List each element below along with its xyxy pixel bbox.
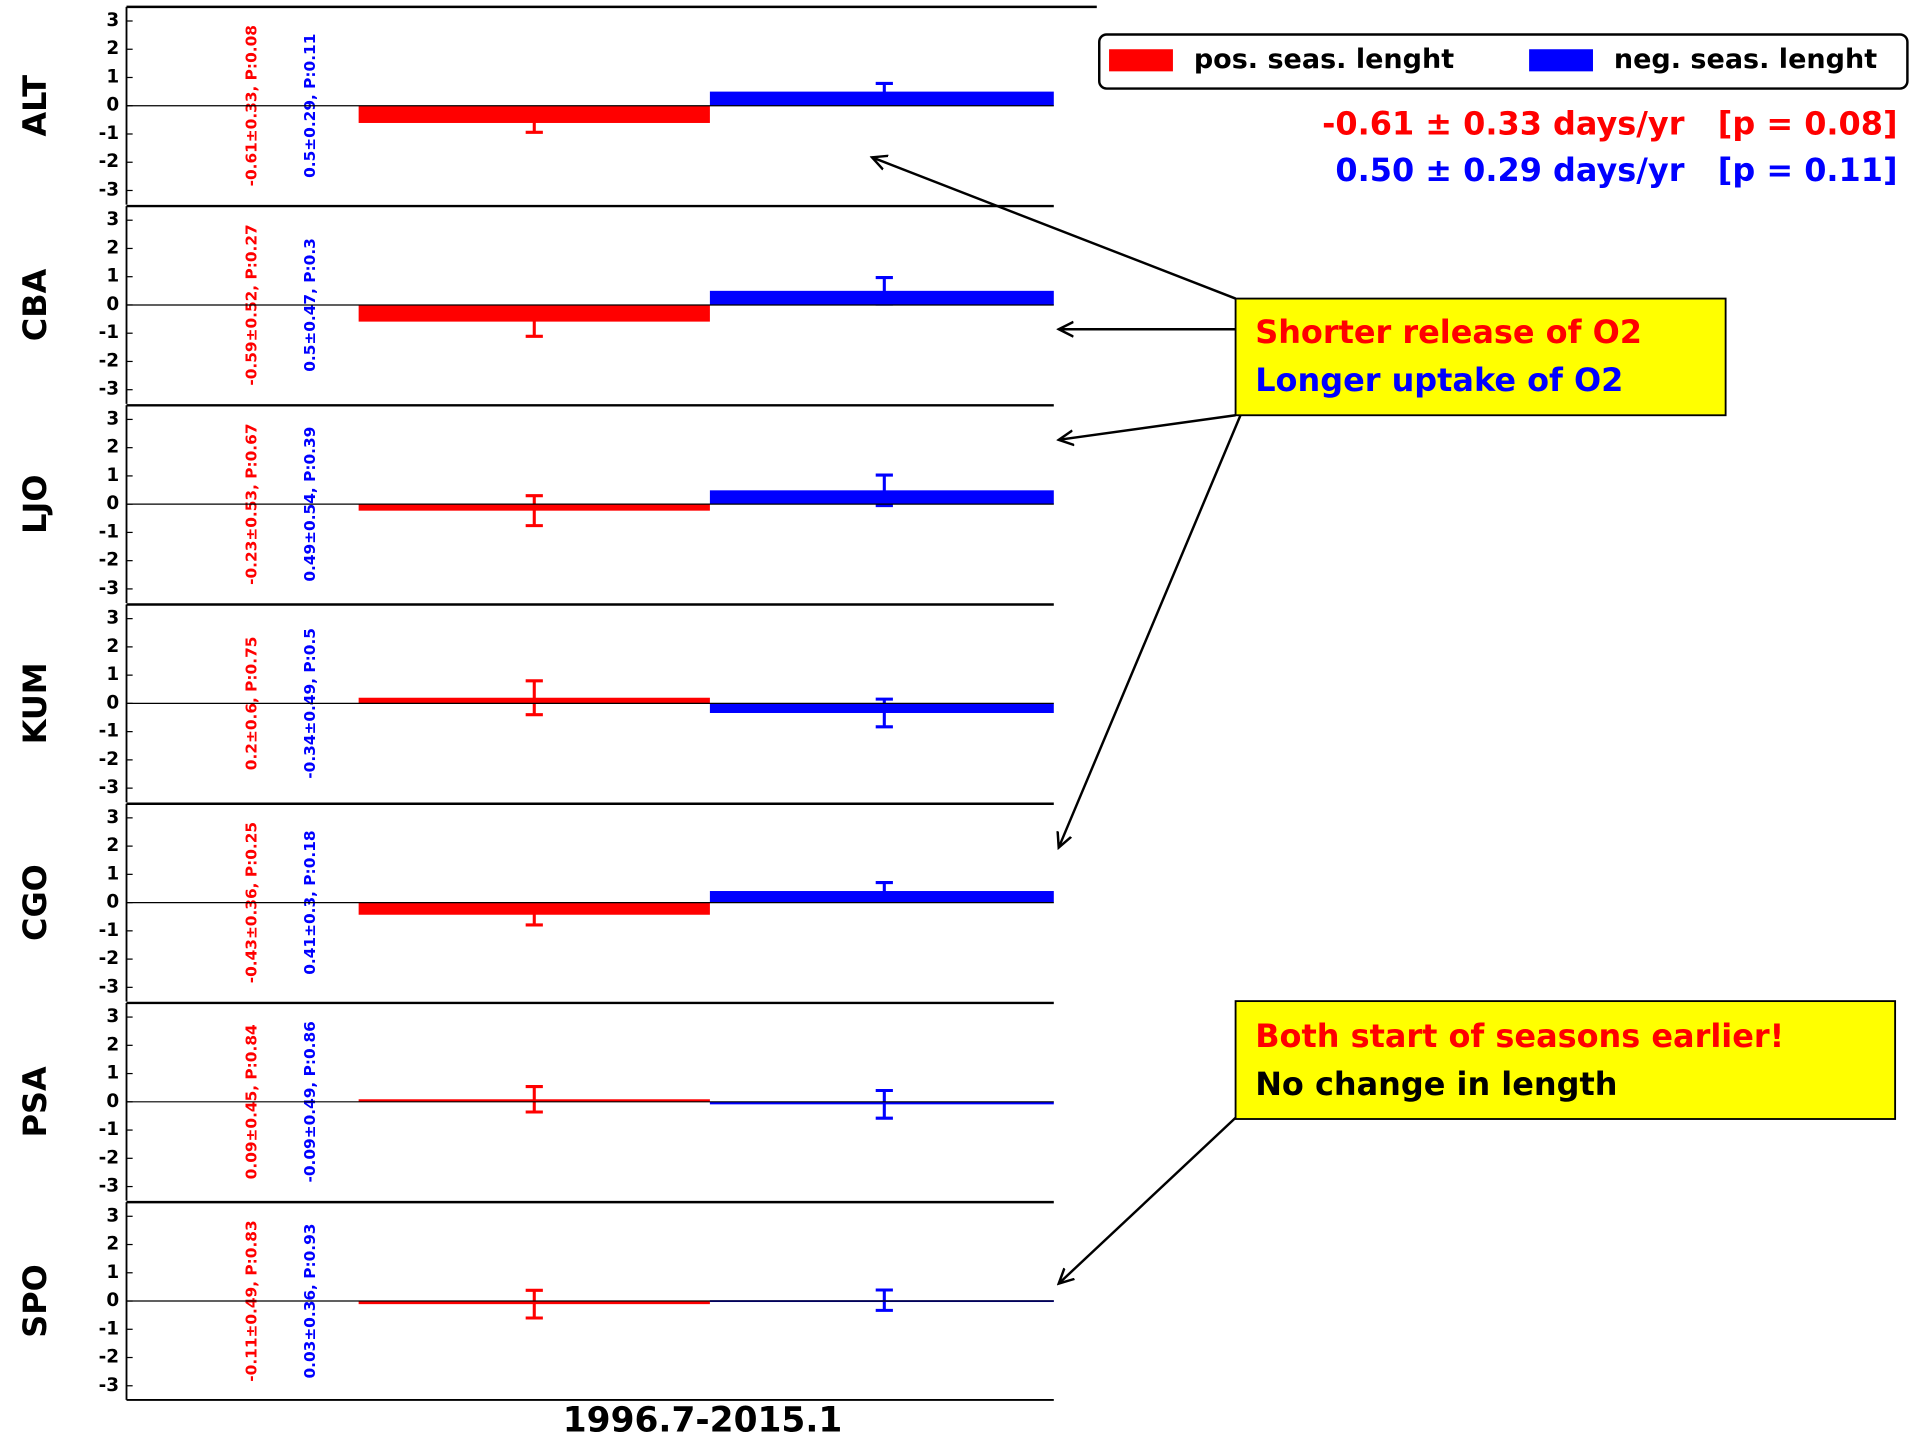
y-tick-label: -2 (99, 151, 119, 172)
bar (709, 891, 1054, 903)
error-bar (875, 881, 893, 902)
y-tick-label: -3 (99, 578, 119, 599)
error-bar (875, 81, 893, 102)
y-tick-label: 2 (106, 38, 119, 59)
bar (709, 290, 1054, 305)
y-tick-label: -1 (99, 1318, 119, 1339)
y-tick-label: -2 (99, 749, 119, 770)
y-tick-label: 1 (106, 863, 119, 884)
bar (709, 703, 1054, 713)
y-tick-label: 1 (106, 664, 119, 685)
y-tick-label: 2 (106, 1034, 119, 1055)
y-tick-label: -2 (99, 350, 119, 371)
y-tick-label: 1 (106, 66, 119, 87)
y-axis-label: CGO (16, 864, 54, 941)
y-axis-label: LJO (16, 474, 54, 533)
stat-text: 0.50 ± 0.29 days/yr [p = 0.11] (1335, 151, 1897, 189)
y-tick-label: -1 (99, 920, 119, 941)
y-tick-label: -1 (99, 322, 119, 343)
callout-text: Shorter release of O2 (1255, 313, 1642, 351)
y-tick-label: 0 (106, 493, 119, 514)
y-axis-label: KUM (16, 662, 54, 744)
y-tick-label: 3 (106, 10, 119, 31)
y-tick-label: -3 (99, 976, 119, 997)
y-tick-label: 0 (106, 692, 119, 713)
y-tick-label: -2 (99, 948, 119, 969)
y-axis-label: CBA (16, 268, 54, 341)
error-bar (525, 679, 543, 717)
stat-text: -0.61 ± 0.33 days/yr [p = 0.08] (1322, 104, 1897, 142)
y-tick-label: -3 (99, 379, 119, 400)
callout-box (1234, 1000, 1897, 1120)
y-tick-label: 2 (106, 437, 119, 458)
y-tick-label: -2 (99, 550, 119, 571)
y-tick-label: 3 (106, 1006, 119, 1027)
y-tick-label: 1 (106, 1262, 119, 1283)
bar (709, 490, 1054, 505)
y-tick-label: -1 (99, 1119, 119, 1140)
y-tick-label: 3 (106, 807, 119, 828)
y-tick-label: -2 (99, 1147, 119, 1168)
legend-swatch (1529, 49, 1593, 72)
y-tick-label: 0 (106, 95, 119, 116)
y-tick-label: 1 (106, 465, 119, 486)
y-tick-label: 0 (106, 1290, 119, 1311)
error-bar (875, 1088, 893, 1120)
y-axis-label: ALT (16, 75, 54, 137)
error-bar (875, 473, 893, 508)
y-tick-label: 2 (106, 237, 119, 258)
arrow (1059, 414, 1236, 440)
y-tick-label: -3 (99, 1375, 119, 1396)
y-axis-label: PSA (16, 1066, 54, 1137)
error-bar (525, 1288, 543, 1320)
error-bar (875, 276, 893, 306)
legend-swatch (1109, 49, 1173, 72)
callout-text: Longer uptake of O2 (1255, 361, 1623, 399)
y-tick-label: -3 (99, 1176, 119, 1197)
error-bar (525, 1085, 543, 1114)
y-tick-label: 2 (106, 636, 119, 657)
legend-label: neg. seas. lenght (1614, 44, 1877, 75)
y-tick-label: -3 (99, 179, 119, 200)
callout-box (1234, 297, 1727, 417)
y-tick-label: 3 (106, 209, 119, 230)
legend-box (1098, 33, 1909, 90)
y-axis-label: SPO (16, 1264, 54, 1338)
legend-label: pos. seas. lenght (1194, 44, 1454, 75)
y-tick-label: 1 (106, 1063, 119, 1084)
error-bar (525, 305, 543, 338)
y-tick-label: -2 (99, 1347, 119, 1368)
arrows (872, 157, 1242, 1284)
callout-text: No change in length (1255, 1065, 1617, 1103)
arrow (872, 157, 1237, 300)
y-tick-label: 3 (106, 408, 119, 429)
bar (709, 1101, 1054, 1105)
callout-text: Both start of seasons earlier! (1255, 1017, 1784, 1055)
arrow (1059, 414, 1242, 847)
y-tick-label: -1 (99, 521, 119, 542)
y-tick-label: 3 (106, 1205, 119, 1226)
arrow (1059, 1116, 1237, 1284)
y-tick-label: -1 (99, 123, 119, 144)
error-bar (525, 903, 543, 927)
x-tick-label: 1996.7-2015.1 (563, 1401, 843, 1436)
y-tick-label: 3 (106, 608, 119, 629)
y-tick-label: -3 (99, 777, 119, 798)
y-tick-label: 2 (106, 835, 119, 856)
y-tick-label: 0 (106, 1091, 119, 1112)
y-tick-label: -1 (99, 721, 119, 742)
y-tick-label: 0 (106, 892, 119, 913)
error-bar (525, 494, 543, 528)
y-tick-label: 2 (106, 1234, 119, 1255)
y-tick-label: 0 (106, 294, 119, 315)
error-bar (525, 112, 543, 134)
error-bar (875, 1288, 893, 1312)
y-tick-label: 1 (106, 266, 119, 287)
